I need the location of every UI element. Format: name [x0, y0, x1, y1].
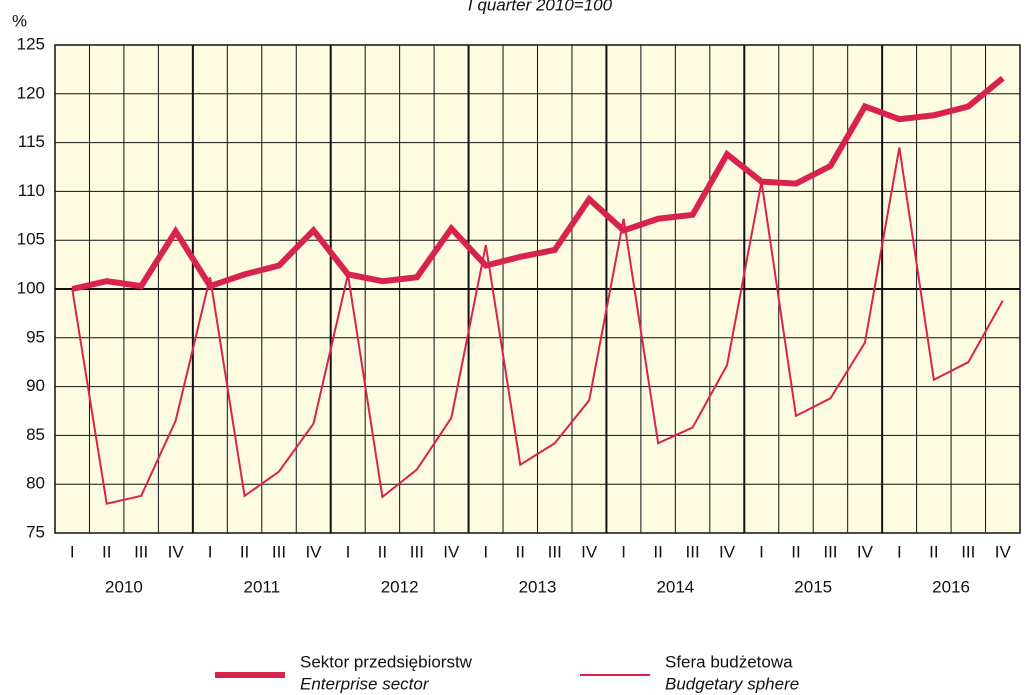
x-tick-label: II	[653, 542, 662, 561]
x-tick-label: I	[208, 542, 213, 561]
x-tick-label: IV	[305, 542, 322, 561]
year-label: 2013	[519, 577, 557, 596]
year-label: 2012	[381, 577, 419, 596]
x-tick-label: II	[102, 542, 111, 561]
y-tick-label: 85	[26, 425, 45, 444]
legend-label: Sektor przedsiębiorstw	[300, 652, 473, 671]
x-tick-label: I	[897, 542, 902, 561]
y-tick-label: 90	[26, 376, 45, 395]
plot-border	[54, 44, 1021, 534]
y-tick-label: 100	[17, 278, 45, 297]
year-label: 2014	[656, 577, 694, 596]
x-tick-label: I	[621, 542, 626, 561]
x-tick-label: III	[410, 542, 424, 561]
year-label: 2011	[244, 577, 281, 596]
y-tick-label: 120	[17, 83, 45, 102]
x-tick-label: IV	[581, 542, 598, 561]
y-tick-label: 105	[17, 230, 45, 249]
x-tick-label: III	[272, 542, 286, 561]
x-tick-label: IV	[168, 542, 185, 561]
x-tick-label: II	[929, 542, 938, 561]
y-tick-label: 115	[18, 132, 45, 151]
x-tick-label: III	[686, 542, 700, 561]
x-tick-label: I	[70, 542, 75, 561]
x-tick-label: III	[134, 542, 148, 561]
x-tick-label: I	[759, 542, 764, 561]
chart-subtitle: I quarter 2010=100	[468, 0, 613, 14]
x-tick-label: III	[548, 542, 562, 561]
year-label: 2015	[794, 577, 832, 596]
x-tick-label: I	[346, 542, 351, 561]
y-unit: %	[12, 11, 27, 30]
x-tick-label: I	[483, 542, 488, 561]
x-tick-label: II	[378, 542, 387, 561]
x-tick-label: II	[240, 542, 249, 561]
x-tick-label: IV	[857, 542, 874, 561]
x-tick-label: II	[516, 542, 525, 561]
y-tick-label: 80	[26, 474, 45, 493]
x-tick-label: III	[823, 542, 837, 561]
y-tick-label: 110	[18, 181, 45, 200]
x-tick-label: IV	[443, 542, 460, 561]
y-tick-label: 125	[17, 34, 45, 53]
year-label: 2010	[105, 577, 143, 596]
series-line	[71, 75, 1005, 292]
y-tick-label: 95	[26, 327, 45, 346]
legend-label-en: Budgetary sphere	[665, 674, 799, 693]
x-tick-label: IV	[995, 542, 1012, 561]
legend-label-en: Enterprise sector	[300, 674, 430, 693]
x-tick-label: II	[791, 542, 800, 561]
year-label: 2016	[932, 577, 970, 596]
legend-label: Sfera budżetowa	[665, 652, 793, 671]
y-tick-label: 75	[26, 522, 45, 541]
x-tick-label: III	[961, 542, 975, 561]
x-tick-label: IV	[719, 542, 736, 561]
series-line	[71, 147, 1004, 505]
